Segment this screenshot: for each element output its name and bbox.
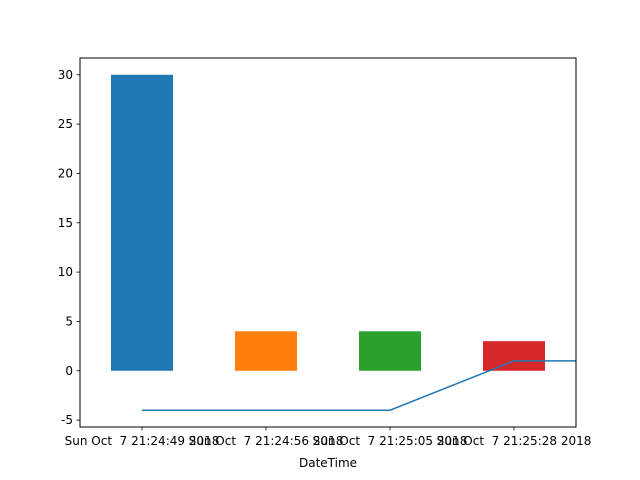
x-axis-label: DateTime: [299, 456, 357, 470]
y-tick-label: 10: [58, 265, 73, 279]
y-tick-label: 15: [58, 216, 73, 230]
y-tick-label: -5: [61, 413, 73, 427]
y-tick-label: 5: [65, 314, 73, 328]
line-series: [142, 360, 576, 411]
line-series-group: [142, 360, 576, 411]
plot-frame: [79, 57, 577, 428]
bar-4: [483, 341, 545, 371]
x-tick-label: Sun Oct 7 21:25:05 2018: [313, 434, 468, 448]
y-axis: -5 0 5 10 15 20 25 30: [58, 68, 80, 427]
x-tick-label: Sun Oct 7 21:24:56 2018: [189, 434, 344, 448]
bar-1: [111, 74, 173, 371]
x-tick-label: Sun Oct 7 21:24:49 2018: [65, 434, 220, 448]
y-tick-label: 0: [65, 364, 73, 378]
x-tick-label: Sun Oct 7 21:25:28 2018: [437, 434, 592, 448]
bars-group: [111, 74, 545, 371]
y-tick-label: 20: [58, 166, 73, 180]
y-tick-label: 30: [58, 68, 73, 82]
y-tick-label: 25: [58, 117, 73, 131]
bar-2: [235, 331, 297, 371]
bar-3: [359, 331, 421, 371]
